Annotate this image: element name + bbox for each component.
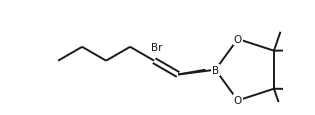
Text: B: B (212, 65, 219, 75)
Text: O: O (234, 35, 242, 45)
Text: Br: Br (151, 42, 162, 52)
Text: O: O (234, 96, 242, 106)
